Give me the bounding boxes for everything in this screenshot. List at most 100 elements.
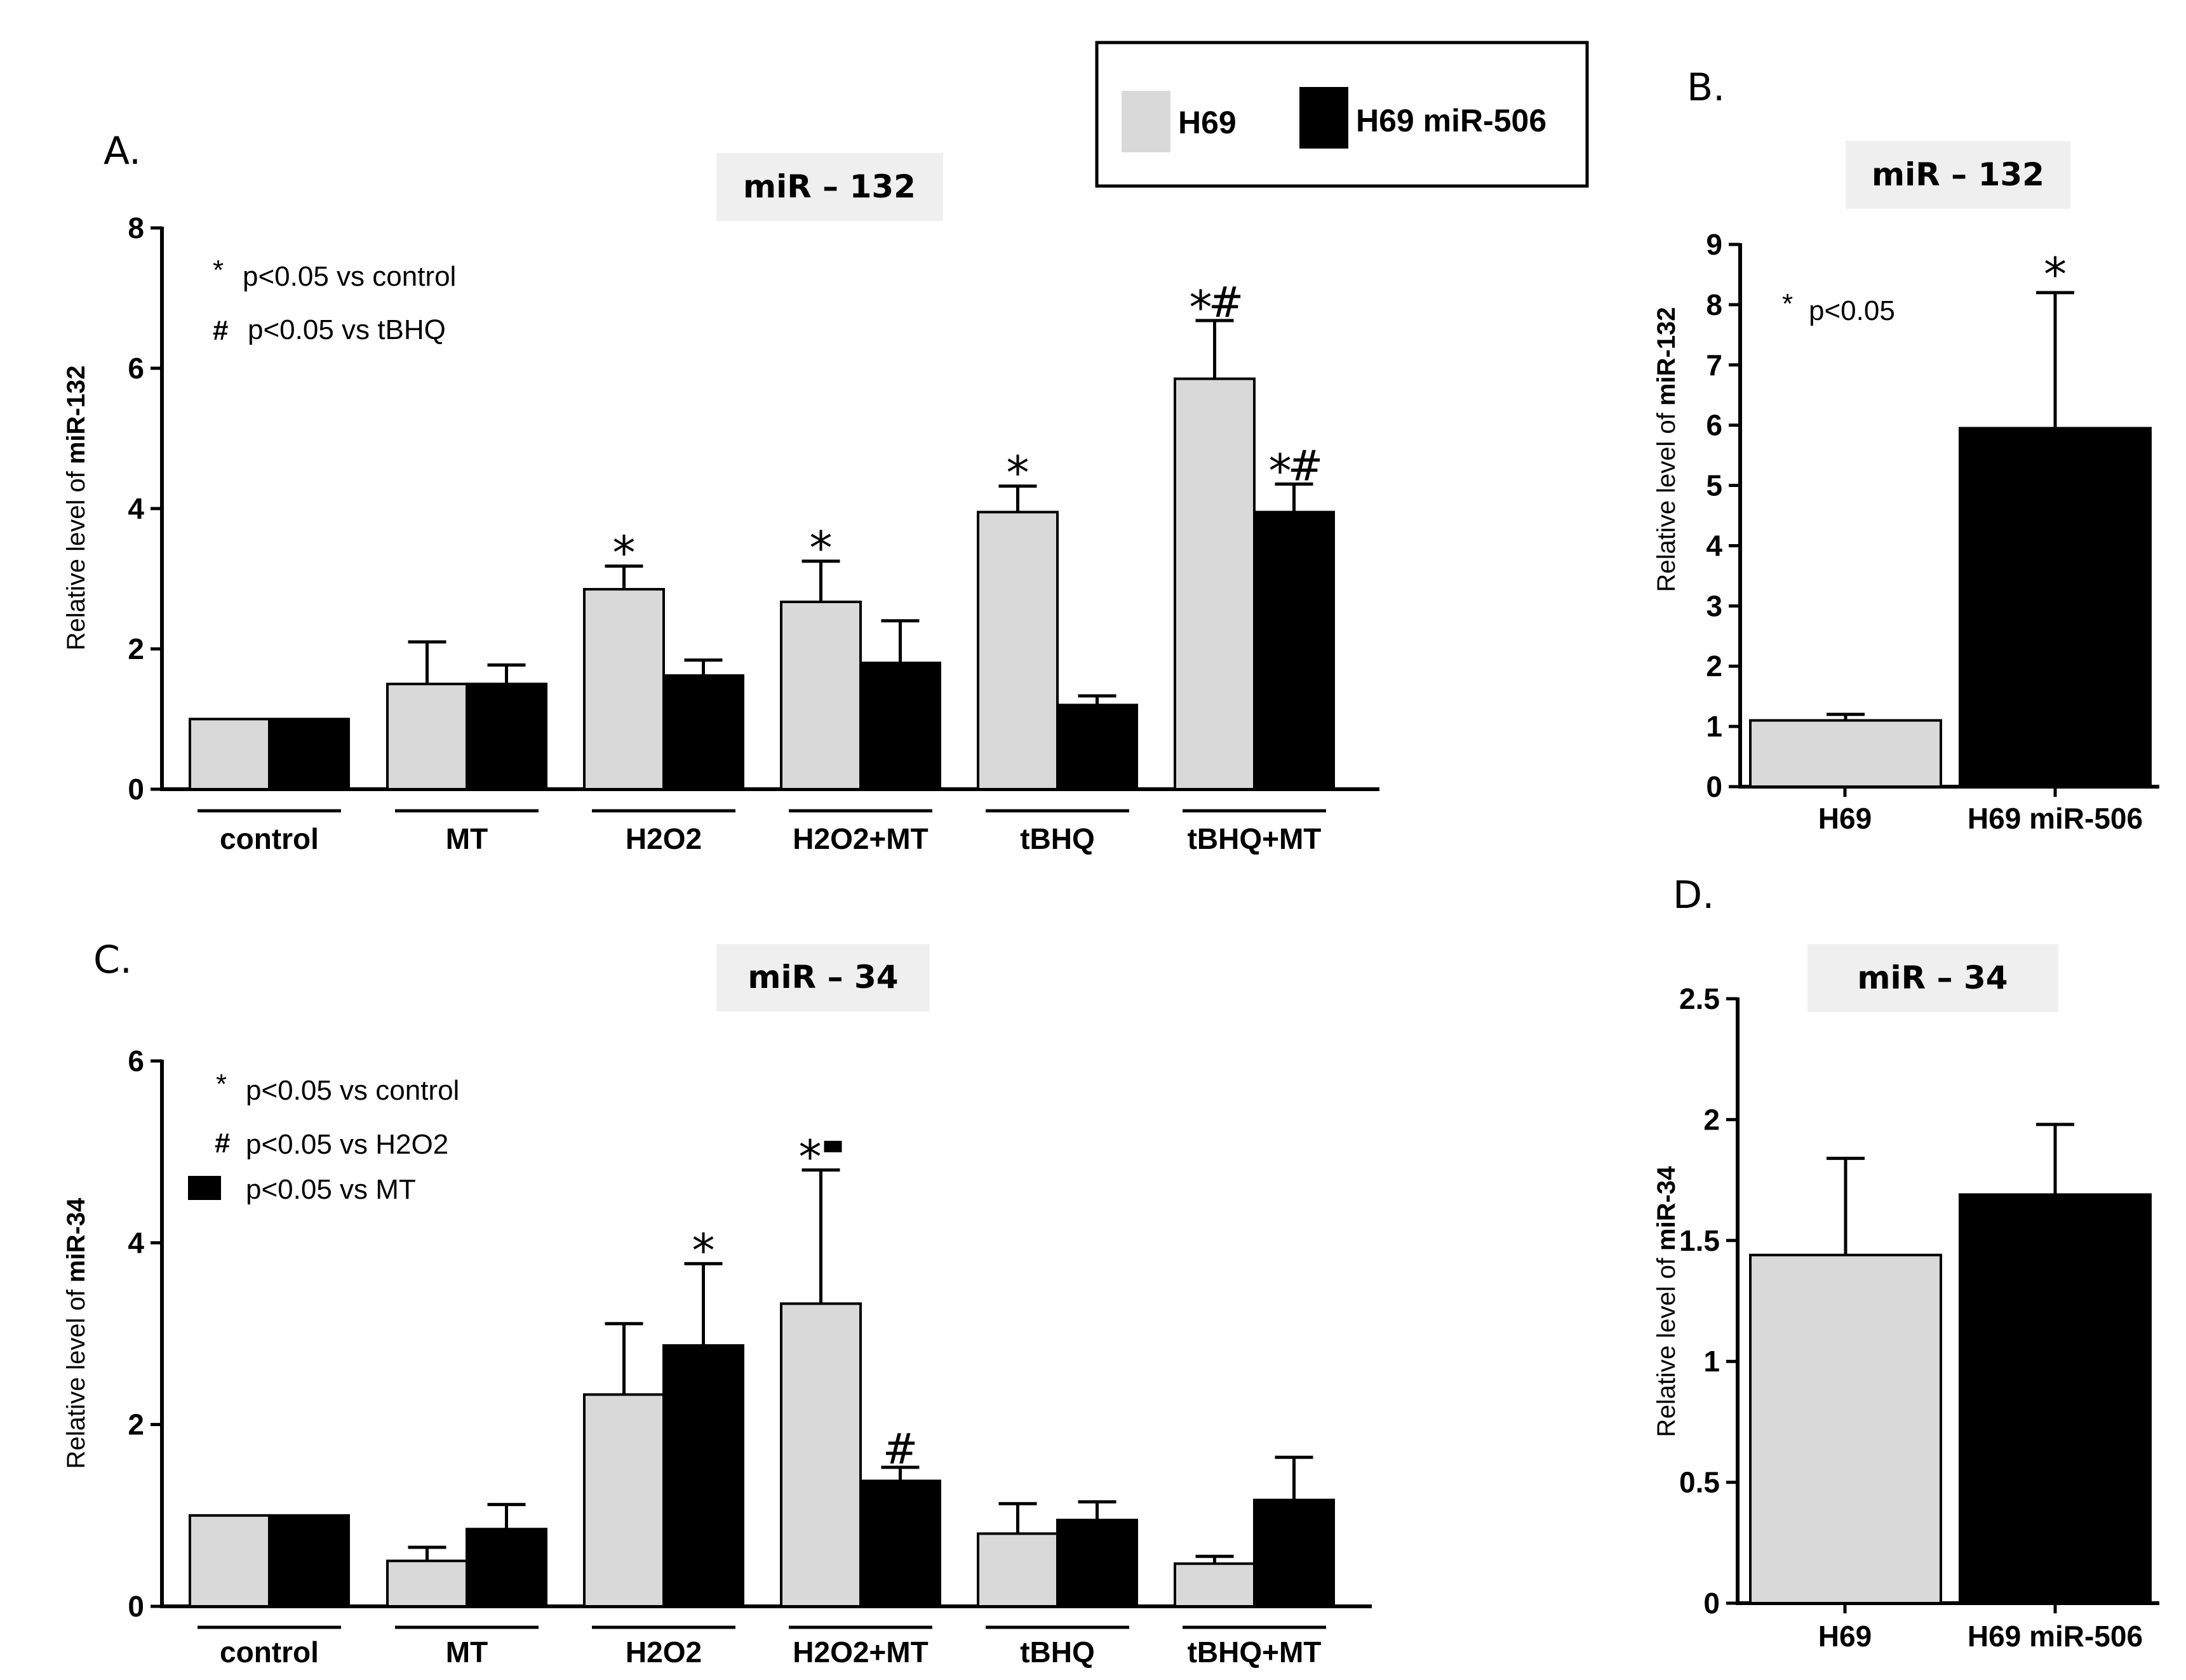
chart-d-bar-h69 [1749, 1253, 1942, 1604]
chart-a-sig-star-mark: * [1007, 446, 1029, 500]
chart-c: 0 2 4 6 Relative level of miR-34 control MT * H2… [62, 1044, 1372, 1669]
chart-d-category-label: H69 [1818, 1620, 1872, 1653]
chart-c-bar-h69 [583, 1393, 665, 1608]
chart-b-y-axis-label-plain: Relative level of [1653, 406, 1680, 592]
chart-d-y-tick-label: 0.5 [1679, 1466, 1720, 1499]
panel-letter-d: D. [1673, 873, 1714, 917]
legend: H69 H69 miR-506 [1095, 41, 1589, 188]
chart-c-y-axis-label: Relative level of miR-34 [62, 1197, 90, 1469]
chart-a-sig-star-mark: * [1269, 444, 1292, 497]
chart-a-bar-h69 [780, 600, 862, 791]
legend-swatch-h69-mir506 [1299, 87, 1348, 149]
chart-d-y-tick-label: 2 [1703, 1103, 1720, 1136]
chart-title-b: miR – 132 [1872, 156, 2044, 193]
chart-c-category-label: tBHQ+MT [1188, 1636, 1322, 1669]
chart-c-y-tick-label: 6 [128, 1044, 144, 1077]
chart-c-bar-h69-mir506 [1056, 1518, 1138, 1608]
chart-a-bar-h69 [583, 588, 665, 790]
panel-letter-a: A. [104, 129, 141, 173]
chart-c-bar-h69 [1174, 1562, 1256, 1608]
chart-b-y-tick-label: 9 [1706, 228, 1722, 261]
chart-title-c: miR – 34 [748, 959, 898, 996]
chart-a-y-axis-label-plain: Relative level of [62, 464, 90, 650]
chart-b-y-tick-label: 1 [1706, 710, 1722, 743]
note-c-1-text: p<0.05 vs control [246, 1075, 459, 1106]
chart-a-bar-h69-mir506 [859, 662, 941, 790]
chart-a-category-label: control [220, 822, 319, 855]
chart-title-d: miR – 34 [1857, 959, 2008, 996]
notes-c: * p<0.05 vs control # p<0.05 vs H2O2 ■ p… [188, 1069, 459, 1205]
chart-a-bar-h69 [386, 683, 468, 790]
chart-c-bar-h69 [386, 1559, 468, 1608]
chart-b-y-tick-label: 4 [1706, 529, 1722, 562]
chart-c-y-tick-label: 0 [128, 1590, 144, 1623]
chart-c-bar-h69-mir506 [466, 1528, 547, 1608]
chart-a-sig-hash-mark: # [1288, 441, 1323, 490]
chart-b-y-tick-label: 0 [1706, 770, 1722, 803]
chart-a-bar-h69-mir506 [466, 683, 547, 790]
chart-b-bar-h69 [1749, 719, 1942, 788]
note-b-1-symbol: * [1782, 288, 1793, 319]
chart-d-category-label: H69 miR-506 [1968, 1620, 2143, 1653]
chart-a-y-tick-label: 8 [128, 211, 144, 244]
chart-c-bar-h69-mir506 [1253, 1498, 1335, 1608]
legend-swatch-h69 [1122, 91, 1170, 152]
chart-title-a: miR – 132 [743, 168, 916, 205]
chart-d: 0 0.5 1 1.5 2 2.5 Relative level of miR-34 H69 H… [1653, 982, 2159, 1653]
chart-b-y-tick-label: 8 [1706, 288, 1722, 321]
chart-a-bar-h69 [189, 717, 271, 790]
title-box-b [1846, 141, 2070, 209]
chart-c-bar-h69 [189, 1514, 271, 1608]
chart-a-bar-h69-mir506 [268, 717, 350, 790]
chart-d-y-axis-label-bold: miR-34 [1653, 1166, 1680, 1251]
chart-c-y-axis-label-bold: miR-34 [62, 1197, 90, 1283]
chart-a-category-label: H2O2+MT [793, 822, 928, 855]
chart-d-y-tick-label: 1 [1703, 1345, 1720, 1378]
note-a-2-text: p<0.05 vs tBHQ [248, 314, 446, 345]
chart-a-bar-h69-mir506 [662, 674, 744, 790]
note-a-1-symbol: * [213, 255, 224, 286]
chart-a-bar-h69 [1174, 377, 1256, 790]
chart-b-y-axis-label-bold: miR-132 [1653, 307, 1680, 406]
chart-d-y-tick-label: 2.5 [1679, 982, 1720, 1015]
note-c-2-symbol: # [215, 1128, 230, 1159]
note-c-1-symbol: * [216, 1069, 227, 1100]
chart-c-sig-star-mark: * [799, 1130, 822, 1183]
chart-a-y-tick-label: 4 [128, 492, 144, 525]
chart-c-sig-square-mark [824, 1140, 842, 1152]
note-b-1-text: p<0.05 [1809, 295, 1895, 326]
panel-letter-b: B. [1687, 65, 1725, 110]
chart-b-y-tick-label: 7 [1706, 349, 1722, 382]
chart-a-sig-star-mark: * [613, 526, 636, 580]
chart-a-y-tick-label: 6 [128, 352, 144, 385]
chart-b-category-label: H69 miR-506 [1968, 802, 2143, 835]
chart-b-y-tick-label: 5 [1706, 469, 1722, 502]
note-a-2-symbol: # [213, 315, 228, 346]
chart-d-bar-h69-mir506 [1959, 1193, 2152, 1604]
notes-b: * p<0.05 [1782, 288, 1895, 326]
chart-a-category-label: tBHQ [1020, 822, 1095, 855]
title-box-d [1807, 944, 2058, 1012]
chart-b: 0 1 2 3 4 5 6 7 8 9 Relative level of miR-132 H69 * H… [1653, 228, 2159, 835]
note-c-2-text: p<0.05 vs H2O2 [246, 1129, 448, 1160]
chart-d-y-axis-label: Relative level of miR-34 [1653, 1166, 1680, 1437]
chart-c-category-label: H2O2+MT [793, 1636, 928, 1669]
panel-letter-c: C. [93, 938, 132, 982]
legend-label-h69: H69 [1178, 105, 1237, 140]
chart-a-category-label: H2O2 [626, 822, 702, 855]
title-box-a [716, 153, 943, 221]
title-box-c [716, 944, 930, 1011]
chart-a-sig-star-mark: * [810, 521, 833, 575]
legend-label-h69-mir506: H69 miR-506 [1356, 103, 1546, 138]
chart-c-bar-h69 [977, 1532, 1059, 1608]
chart-b-y-tick-label: 6 [1706, 409, 1722, 442]
note-a-1-text: p<0.05 vs control [243, 261, 456, 292]
chart-c-sig-star-mark: * [692, 1223, 715, 1277]
chart-a-category-label: MT [446, 822, 488, 855]
chart-c-category-label: control [220, 1636, 319, 1669]
chart-c-category-label: tBHQ [1020, 1636, 1095, 1669]
chart-b-y-axis-label: Relative level of miR-132 [1653, 307, 1680, 592]
chart-c-bar-h69 [780, 1302, 862, 1608]
chart-c-y-axis-label-plain: Relative level of [62, 1283, 90, 1469]
chart-a-bar-h69-mir506 [1253, 510, 1335, 791]
